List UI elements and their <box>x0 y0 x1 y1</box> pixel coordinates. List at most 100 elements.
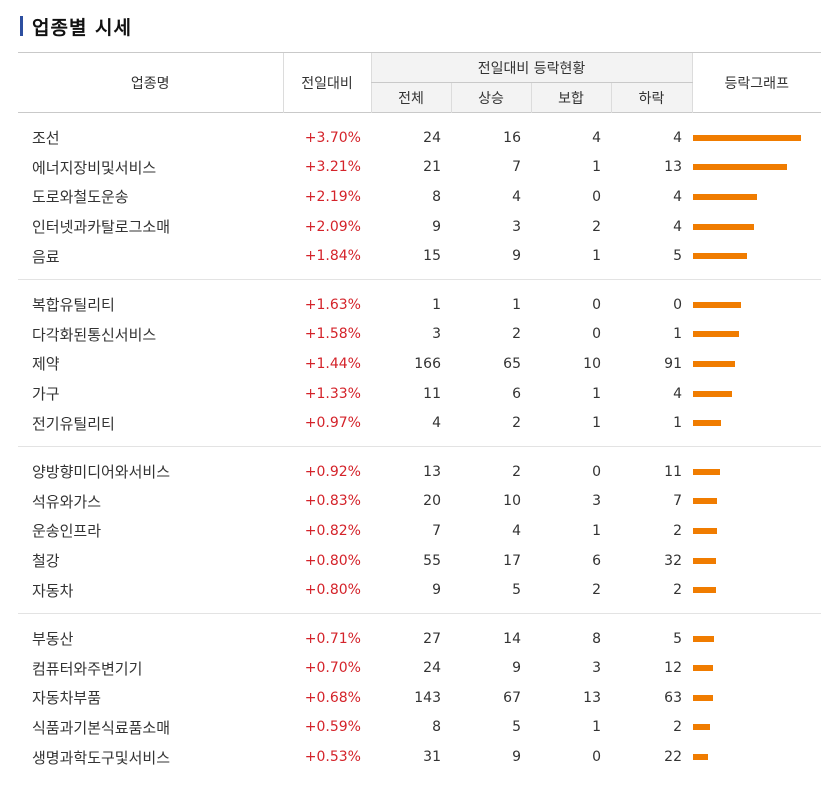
sector-group: 부동산 +0.71% 27 14 8 5 컴퓨터와주변기기 +0.70% 24 9 3 12 자동차부품… <box>18 613 821 779</box>
flat-count: 13 <box>583 689 601 706</box>
flat-count: 0 <box>592 326 601 343</box>
sector-name-link[interactable]: 인터넷과카탈로그소매 <box>32 218 171 237</box>
change-rate: +2.19% <box>304 188 361 205</box>
table-row[interactable]: 생명과학도구및서비스 +0.53% 31 9 0 22 <box>18 742 821 780</box>
flat-count: 10 <box>583 355 601 372</box>
title-accent-bar <box>20 16 23 36</box>
col-header-name[interactable]: 업종명 <box>18 52 283 113</box>
change-graph-cell <box>692 153 821 183</box>
sector-name-link[interactable]: 컴퓨터와주변기기 <box>32 659 143 678</box>
col-header-graph: 등락그래프 <box>691 52 821 113</box>
table-row[interactable]: 제약 +1.44% 166 65 10 91 <box>18 349 821 379</box>
table-row[interactable]: 양방향미디어와서비스 +0.92% 13 2 0 11 <box>18 446 821 486</box>
down-count: 1 <box>673 326 682 343</box>
change-bar <box>693 301 741 308</box>
sector-group: 복합유틸리티 +1.63% 1 1 0 0 다각화된통신서비스 +1.58% 3 2 0 1 제약 +1.… <box>18 279 821 447</box>
change-rate: +0.70% <box>304 660 361 677</box>
change-rate: +0.59% <box>304 719 361 736</box>
sector-name-link[interactable]: 다각화된통신서비스 <box>32 325 157 344</box>
change-bar <box>693 557 716 564</box>
flat-count: 1 <box>592 159 601 176</box>
table-row[interactable]: 식품과기본식료품소매 +0.59% 8 5 1 2 <box>18 713 821 743</box>
up-count: 7 <box>512 159 521 176</box>
down-count: 63 <box>664 689 682 706</box>
table-row[interactable]: 에너지장비및서비스 +3.21% 21 7 1 13 <box>18 153 821 183</box>
change-rate: +0.80% <box>304 552 361 569</box>
down-count: 0 <box>673 296 682 313</box>
change-graph-cell <box>692 379 821 409</box>
change-bar <box>693 724 710 731</box>
table-row[interactable]: 자동차부품 +0.68% 143 67 13 63 <box>18 683 821 713</box>
sector-name-link[interactable]: 에너지장비및서비스 <box>32 158 157 177</box>
down-count: 22 <box>664 749 682 766</box>
change-bar <box>693 635 714 642</box>
sector-name-link[interactable]: 도로와철도운송 <box>32 188 129 207</box>
change-bar <box>693 527 717 534</box>
table-row[interactable]: 조선 +3.70% 24 16 4 4 <box>18 113 821 153</box>
change-bar <box>693 665 713 672</box>
change-rate: +1.44% <box>304 355 361 372</box>
table-row[interactable]: 철강 +0.80% 55 17 6 32 <box>18 546 821 576</box>
down-count: 2 <box>673 719 682 736</box>
sector-name-link[interactable]: 자동차 <box>32 581 74 600</box>
sector-name-link[interactable]: 부동산 <box>32 630 74 649</box>
up-count: 16 <box>503 129 521 146</box>
table-row[interactable]: 음료 +1.84% 15 9 1 5 <box>18 241 821 280</box>
down-count: 4 <box>673 129 682 146</box>
col-header-change[interactable]: 전일대비 <box>282 52 371 113</box>
col-header-total[interactable]: 전체 <box>370 82 451 113</box>
sector-name-link[interactable]: 자동차부품 <box>32 689 102 708</box>
down-count: 2 <box>673 582 682 599</box>
up-count: 9 <box>512 248 521 265</box>
down-count: 2 <box>673 522 682 539</box>
table-row[interactable]: 다각화된통신서비스 +1.58% 3 2 0 1 <box>18 320 821 350</box>
page-title-block: 업종별 시세 <box>20 12 132 40</box>
total-count: 21 <box>423 159 441 176</box>
sector-name-link[interactable]: 조선 <box>32 129 60 148</box>
change-rate: +0.53% <box>304 749 361 766</box>
table-row[interactable]: 인터넷과카탈로그소매 +2.09% 9 3 2 4 <box>18 212 821 242</box>
table-row[interactable]: 전기유틸리티 +0.97% 4 2 1 1 <box>18 408 821 447</box>
sector-name-link[interactable]: 철강 <box>32 552 60 571</box>
up-count: 4 <box>512 522 521 539</box>
table-row[interactable]: 컴퓨터와주변기기 +0.70% 24 9 3 12 <box>18 654 821 684</box>
change-rate: +0.71% <box>304 630 361 647</box>
change-graph-cell <box>692 212 821 242</box>
sector-name-link[interactable]: 음료 <box>32 247 60 266</box>
up-count: 14 <box>503 630 521 647</box>
table-row[interactable]: 석유와가스 +0.83% 20 10 3 7 <box>18 487 821 517</box>
table-row[interactable]: 자동차 +0.80% 9 5 2 2 <box>18 575 821 614</box>
table-row[interactable]: 복합유틸리티 +1.63% 1 1 0 0 <box>18 279 821 319</box>
col-header-up[interactable]: 상승 <box>450 82 531 113</box>
sector-name-link[interactable]: 생명과학도구및서비스 <box>32 748 171 767</box>
table-row[interactable]: 도로와철도운송 +2.19% 8 4 0 4 <box>18 182 821 212</box>
flat-count: 6 <box>592 552 601 569</box>
change-rate: +2.09% <box>304 218 361 235</box>
change-bar <box>693 331 739 338</box>
total-count: 55 <box>423 552 441 569</box>
down-count: 13 <box>664 159 682 176</box>
change-graph-cell <box>692 546 821 576</box>
up-count: 9 <box>512 660 521 677</box>
sector-group: 조선 +3.70% 24 16 4 4 에너지장비및서비스 +3.21% 21 7 1 13 도로와철도… <box>18 113 821 280</box>
total-count: 143 <box>414 689 441 706</box>
up-count: 2 <box>512 326 521 343</box>
total-count: 27 <box>423 630 441 647</box>
up-count: 9 <box>512 749 521 766</box>
col-header-flat[interactable]: 보합 <box>530 82 611 113</box>
sector-name-link[interactable]: 전기유틸리티 <box>32 414 115 433</box>
table-row[interactable]: 가구 +1.33% 11 6 1 4 <box>18 379 821 409</box>
sector-name-link[interactable]: 석유와가스 <box>32 492 102 511</box>
sector-name-link[interactable]: 제약 <box>32 355 60 374</box>
change-graph-cell <box>692 349 821 379</box>
sector-name-link[interactable]: 식품과기본식료품소매 <box>32 718 171 737</box>
sector-name-link[interactable]: 가구 <box>32 385 60 404</box>
change-rate: +1.84% <box>304 248 361 265</box>
col-header-down[interactable]: 하락 <box>610 82 692 113</box>
sector-name-link[interactable]: 운송인프라 <box>32 522 102 541</box>
sector-name-link[interactable]: 복합유틸리티 <box>32 296 115 315</box>
table-row[interactable]: 부동산 +0.71% 27 14 8 5 <box>18 613 821 653</box>
table-row[interactable]: 운송인프라 +0.82% 7 4 1 2 <box>18 516 821 546</box>
sector-name-link[interactable]: 양방향미디어와서비스 <box>32 463 171 482</box>
up-count: 3 <box>512 218 521 235</box>
